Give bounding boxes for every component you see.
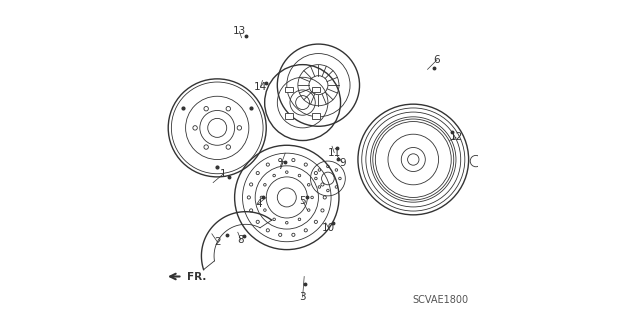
Bar xyxy=(285,114,293,119)
Text: 2: 2 xyxy=(214,237,221,247)
Text: 5: 5 xyxy=(300,196,306,206)
Text: 7: 7 xyxy=(277,161,284,171)
Text: 4: 4 xyxy=(255,199,262,209)
Text: SCVAE1800: SCVAE1800 xyxy=(412,295,468,305)
Text: 3: 3 xyxy=(300,292,306,302)
Bar xyxy=(312,87,320,92)
Text: 9: 9 xyxy=(339,158,346,168)
Text: 11: 11 xyxy=(328,148,341,158)
Text: 1: 1 xyxy=(220,169,227,179)
Text: 14: 14 xyxy=(254,82,267,92)
Text: 6: 6 xyxy=(434,55,440,65)
Bar xyxy=(285,87,293,92)
Text: FR.: FR. xyxy=(187,271,207,281)
Text: 12: 12 xyxy=(449,132,463,142)
Bar xyxy=(312,114,320,119)
Text: 10: 10 xyxy=(323,223,335,234)
Text: 8: 8 xyxy=(237,235,244,245)
Text: 13: 13 xyxy=(233,26,246,36)
